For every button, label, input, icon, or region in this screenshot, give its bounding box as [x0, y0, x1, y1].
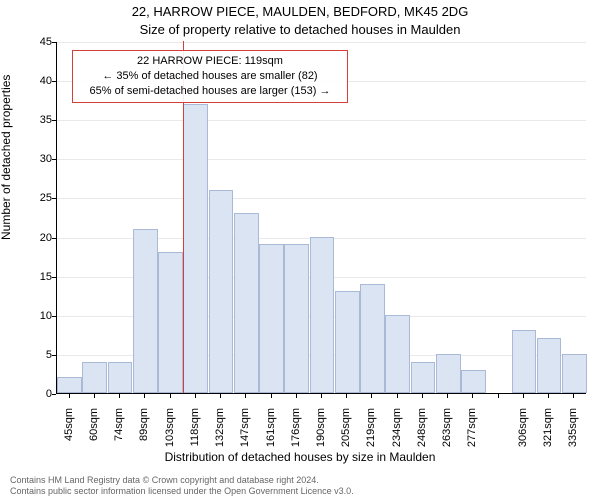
histogram-bar: [284, 244, 309, 393]
x-tick-label: 335sqm: [567, 408, 579, 456]
histogram-bar: [259, 244, 284, 393]
x-tick-mark: [472, 394, 473, 398]
x-tick-label: 60sqm: [88, 408, 100, 456]
chart-title-main: 22, HARROW PIECE, MAULDEN, BEDFORD, MK45…: [0, 4, 600, 19]
y-tick-label: 5: [22, 349, 52, 361]
histogram-bar: [360, 284, 385, 394]
annotation-line-1: 22 HARROW PIECE: 119sqm: [79, 54, 341, 69]
x-tick-mark: [346, 394, 347, 398]
histogram-bar: [209, 190, 234, 393]
x-tick-mark: [69, 394, 70, 398]
x-tick-mark: [94, 394, 95, 398]
x-tick-mark: [498, 394, 499, 398]
histogram-bar: [158, 252, 183, 393]
y-tick-label: 20: [22, 232, 52, 244]
x-tick-mark: [220, 394, 221, 398]
histogram-bar: [57, 377, 82, 393]
x-tick-label: 74sqm: [113, 408, 125, 456]
y-tick-mark: [52, 120, 56, 121]
x-tick-mark: [397, 394, 398, 398]
y-tick-mark: [52, 277, 56, 278]
attribution-text: Contains HM Land Registry data © Crown c…: [10, 475, 354, 497]
y-axis-label: Number of detached properties: [0, 75, 13, 240]
x-tick-mark: [371, 394, 372, 398]
y-tick-label: 30: [22, 153, 52, 165]
x-tick-mark: [245, 394, 246, 398]
x-tick-label: 132sqm: [214, 408, 226, 456]
x-tick-label: 306sqm: [517, 408, 529, 456]
histogram-bar: [411, 362, 436, 393]
histogram-bar: [512, 330, 537, 393]
x-tick-label: 190sqm: [315, 408, 327, 456]
histogram-bar: [385, 315, 410, 393]
x-tick-label: 176sqm: [290, 408, 302, 456]
histogram-bar: [335, 291, 360, 393]
gridline: [57, 42, 586, 43]
chart-title-sub: Size of property relative to detached ho…: [0, 22, 600, 37]
histogram-bar: [436, 354, 461, 393]
x-tick-mark: [144, 394, 145, 398]
x-tick-label: 248sqm: [416, 408, 428, 456]
y-tick-mark: [52, 316, 56, 317]
x-tick-label: 147sqm: [239, 408, 251, 456]
y-tick-mark: [52, 81, 56, 82]
y-tick-label: 0: [22, 388, 52, 400]
x-tick-label: 219sqm: [365, 408, 377, 456]
gridline: [57, 159, 586, 160]
x-tick-mark: [195, 394, 196, 398]
y-tick-mark: [52, 42, 56, 43]
x-tick-mark: [548, 394, 549, 398]
histogram-bar: [133, 229, 158, 393]
histogram-bar: [234, 213, 259, 393]
attribution-line-2: Contains public sector information licen…: [10, 486, 354, 497]
y-tick-label: 10: [22, 310, 52, 322]
histogram-bar: [82, 362, 107, 393]
x-tick-mark: [447, 394, 448, 398]
x-tick-mark: [119, 394, 120, 398]
x-tick-label: 89sqm: [138, 408, 150, 456]
y-tick-label: 35: [22, 114, 52, 126]
x-tick-mark: [296, 394, 297, 398]
x-tick-label: 321sqm: [542, 408, 554, 456]
x-tick-label: 118sqm: [189, 408, 201, 456]
attribution-line-1: Contains HM Land Registry data © Crown c…: [10, 475, 354, 486]
histogram-bar: [310, 237, 335, 393]
x-tick-mark: [523, 394, 524, 398]
x-tick-mark: [271, 394, 272, 398]
x-tick-label: 161sqm: [265, 408, 277, 456]
y-tick-mark: [52, 355, 56, 356]
histogram-bar: [562, 354, 587, 393]
x-tick-mark: [170, 394, 171, 398]
histogram-bar: [108, 362, 133, 393]
y-tick-label: 25: [22, 192, 52, 204]
x-tick-mark: [321, 394, 322, 398]
x-tick-mark: [573, 394, 574, 398]
y-tick-label: 45: [22, 36, 52, 48]
histogram-bar: [183, 104, 208, 393]
x-tick-label: 45sqm: [63, 408, 75, 456]
annotation-line-3: 65% of semi-detached houses are larger (…: [79, 84, 341, 99]
y-tick-mark: [52, 238, 56, 239]
y-tick-mark: [52, 394, 56, 395]
x-tick-label: 277sqm: [466, 408, 478, 456]
gridline: [57, 198, 586, 199]
gridline: [57, 120, 586, 121]
histogram-bar: [461, 370, 486, 393]
y-tick-mark: [52, 198, 56, 199]
x-tick-mark: [422, 394, 423, 398]
histogram-bar: [537, 338, 562, 393]
property-size-chart: 22, HARROW PIECE, MAULDEN, BEDFORD, MK45…: [0, 0, 600, 500]
x-tick-label: 263sqm: [441, 408, 453, 456]
y-tick-mark: [52, 159, 56, 160]
annotation-box: 22 HARROW PIECE: 119sqm ← 35% of detache…: [72, 50, 348, 103]
x-tick-label: 103sqm: [164, 408, 176, 456]
x-tick-label: 234sqm: [391, 408, 403, 456]
x-tick-label: 205sqm: [340, 408, 352, 456]
annotation-line-2: ← 35% of detached houses are smaller (82…: [79, 69, 341, 84]
y-tick-label: 40: [22, 75, 52, 87]
y-tick-label: 15: [22, 271, 52, 283]
